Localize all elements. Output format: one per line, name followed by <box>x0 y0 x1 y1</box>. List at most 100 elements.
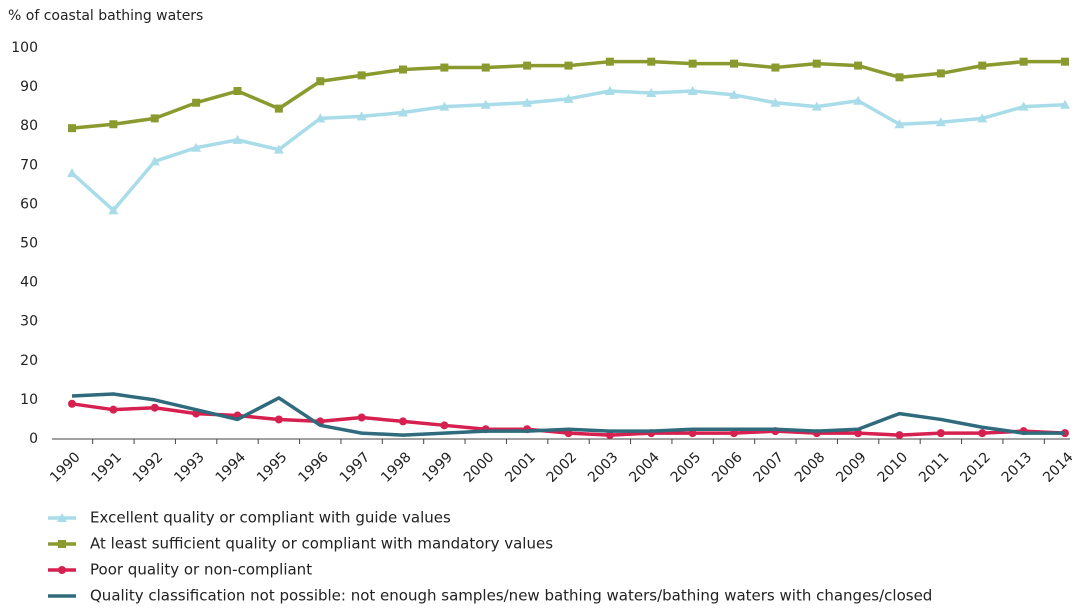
y-axis-label: % of coastal bathing waters <box>8 8 203 24</box>
y-tick-label: 60 <box>20 196 38 212</box>
data-point <box>522 97 533 107</box>
data-point <box>274 415 283 424</box>
data-point <box>150 114 159 123</box>
data-point <box>481 63 490 72</box>
series-line <box>71 392 1065 437</box>
data-point <box>439 101 450 111</box>
y-tick-label: 100 <box>11 40 38 56</box>
y-tick-label: 80 <box>20 118 38 134</box>
data-point <box>315 113 326 123</box>
data-point <box>688 429 697 438</box>
data-point <box>357 71 366 80</box>
y-tick-label: 90 <box>20 79 38 95</box>
data-point <box>398 107 408 117</box>
x-tick-label: 2006 <box>709 449 746 486</box>
x-tick-label: 2007 <box>751 449 788 486</box>
data-point <box>936 429 945 438</box>
data-point <box>440 63 449 72</box>
data-point <box>1060 99 1070 109</box>
data-point <box>604 86 615 96</box>
data-point <box>730 429 738 438</box>
y-tick-label: 70 <box>20 157 38 173</box>
x-tick-label: 1997 <box>337 449 374 486</box>
data-point <box>895 431 904 440</box>
legend-label: Quality classification not possible: not… <box>90 587 932 605</box>
data-point <box>563 93 574 103</box>
data-point <box>316 77 325 86</box>
data-point <box>273 144 284 154</box>
series-line <box>70 89 1066 213</box>
x-tick-label: 2010 <box>875 449 912 486</box>
data-point <box>605 431 614 440</box>
data-point <box>233 87 242 96</box>
data-point <box>1018 101 1029 111</box>
data-point <box>854 429 863 438</box>
y-tick-label: 20 <box>20 353 38 369</box>
data-point <box>109 405 118 414</box>
x-tick-label: 2009 <box>833 449 870 486</box>
data-point <box>853 95 864 105</box>
x-tick-label: 2002 <box>544 449 581 486</box>
y-tick-label: 50 <box>20 236 38 252</box>
data-point <box>192 98 201 107</box>
data-point <box>729 89 739 99</box>
data-point <box>67 168 77 178</box>
data-point <box>68 399 76 408</box>
legend-label: At least sufficient quality or compliant… <box>90 535 553 553</box>
legend-label: Poor quality or non-compliant <box>90 561 312 579</box>
data-point <box>1061 57 1069 66</box>
data-point <box>274 104 283 113</box>
y-tick-label: 0 <box>29 431 38 447</box>
data-point <box>150 403 159 412</box>
x-tick-label: 1995 <box>254 449 291 486</box>
x-tick-label: 2001 <box>502 449 539 486</box>
data-point <box>812 59 821 68</box>
data-point <box>977 113 988 123</box>
x-tick-label: 1999 <box>420 449 457 486</box>
data-point <box>771 63 780 72</box>
data-point <box>936 69 945 78</box>
data-point <box>440 421 449 430</box>
data-point <box>109 120 118 129</box>
data-point <box>895 73 904 82</box>
data-point <box>1019 57 1028 66</box>
x-tick-label: 2014 <box>1040 449 1075 486</box>
x-tick-label: 2013 <box>999 449 1036 486</box>
x-tick-label: 2003 <box>585 449 622 486</box>
x-tick-label: 2008 <box>792 449 829 486</box>
data-point <box>646 87 657 97</box>
x-tick-label: 1991 <box>89 449 126 486</box>
data-point <box>730 59 738 68</box>
data-point <box>811 101 822 111</box>
y-tick-label: 40 <box>20 275 38 291</box>
legend-marker <box>58 540 66 548</box>
data-point <box>523 61 532 70</box>
legend-marker <box>58 566 66 574</box>
data-point <box>605 57 614 66</box>
x-tick-label: 2000 <box>461 449 498 486</box>
x-tick-label: 1992 <box>130 449 167 486</box>
x-tick-label: 1993 <box>171 449 208 486</box>
data-point <box>191 142 202 152</box>
data-point <box>564 61 573 70</box>
x-tick-label: 1998 <box>378 449 415 486</box>
x-tick-label: 2012 <box>957 449 994 486</box>
x-tick-label: 2011 <box>916 449 953 486</box>
data-point <box>770 97 781 107</box>
data-point <box>149 156 160 166</box>
data-point <box>68 124 76 133</box>
data-point <box>894 119 905 129</box>
x-tick-label: 2004 <box>626 449 663 486</box>
data-point <box>399 65 407 74</box>
data-point <box>356 111 367 121</box>
data-point <box>232 134 243 144</box>
x-tick-label: 1996 <box>295 449 332 486</box>
data-point <box>564 429 573 438</box>
data-point <box>399 417 407 426</box>
data-point <box>480 99 491 109</box>
data-point <box>357 413 366 422</box>
data-point <box>687 86 698 96</box>
y-tick-label: 10 <box>20 392 38 408</box>
data-point <box>935 117 946 127</box>
